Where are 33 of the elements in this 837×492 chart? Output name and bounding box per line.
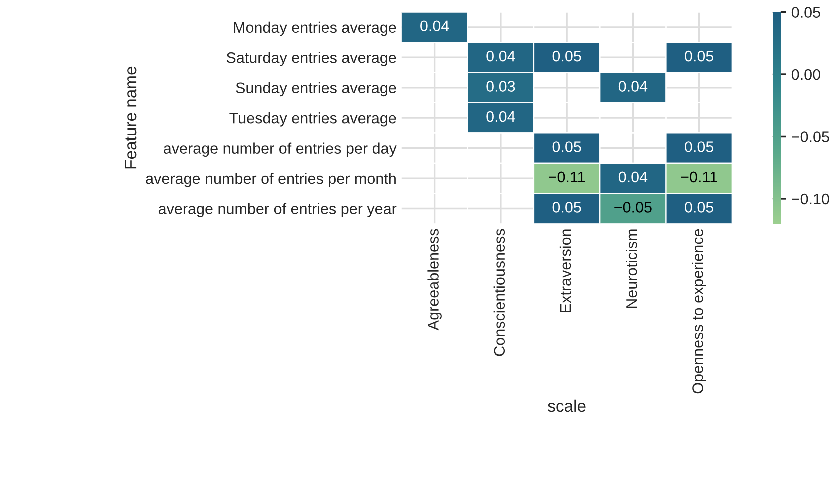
y-tick-label: average number of entries per month: [146, 172, 396, 188]
data-label: 0.05: [685, 142, 714, 152]
data-label: 0.03: [486, 81, 516, 92]
y-tick-label: Saturday entries average: [226, 52, 396, 66]
x-tick-label: Extraversion: [560, 230, 572, 312]
data-label: 0.05: [552, 50, 582, 62]
x-tick-label: Openness to experience: [692, 229, 706, 394]
x-tick-label: Conscientiousness: [494, 229, 506, 356]
color-bar-label: 0.05: [792, 7, 820, 18]
data-label: 0.05: [685, 202, 714, 213]
data-label: 0.05: [552, 202, 582, 213]
data-label: 0.05: [685, 50, 714, 62]
data-label: 0.04: [618, 81, 648, 92]
x-tick-label: Neuroticism: [626, 230, 638, 308]
y-tick-label: average number of entries per day: [164, 142, 397, 158]
data-label: 0.04: [486, 50, 516, 62]
y-axis-title: Feature name: [125, 66, 137, 169]
color-bar-label: −0.05: [792, 132, 830, 142]
color-bar-label: 0.00: [792, 69, 820, 80]
data-label: −0.11: [549, 172, 586, 183]
x-axis-title: scale: [548, 400, 586, 412]
data-label: −0.11: [681, 172, 718, 183]
color-bar-label: −0.10: [792, 194, 830, 205]
data-label: 0.04: [486, 111, 516, 122]
data-label: 0.04: [420, 20, 450, 32]
data-label: 0.04: [618, 172, 648, 183]
data-label: 0.05: [552, 142, 582, 152]
y-tick-label: average number of entries per year: [158, 203, 397, 218]
data-label: −0.05: [614, 202, 652, 213]
y-tick-label: Sunday entries average: [236, 82, 396, 97]
y-tick-label: Tuesday entries average: [230, 112, 396, 127]
x-tick-label: Agreeableness: [428, 229, 442, 331]
y-tick-label: Monday entries average: [234, 22, 396, 36]
